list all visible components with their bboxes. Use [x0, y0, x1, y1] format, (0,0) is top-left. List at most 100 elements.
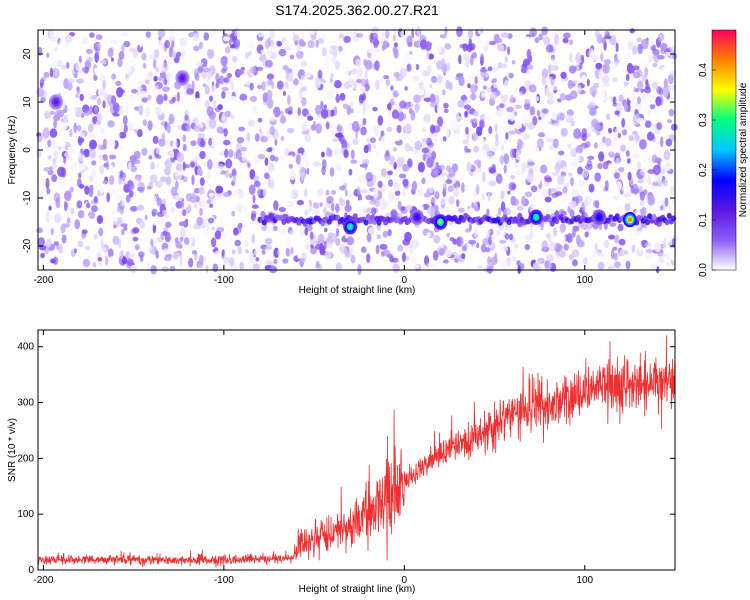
spectrogram-cell: [544, 196, 552, 203]
spectrogram-cell: [405, 255, 410, 261]
spectrogram-cell: [529, 250, 534, 256]
spectrogram-cell: [99, 73, 106, 82]
spectrogram-cell: [182, 209, 187, 217]
spectrogram-cell: [379, 243, 388, 250]
spectrogram-cell: [586, 222, 592, 231]
spectrogram-cell: [202, 67, 211, 73]
spectrogram-cell: [97, 113, 103, 121]
spectrogram-cell: [253, 248, 262, 257]
spectrogram-cell: [58, 39, 64, 50]
spectrogram-cell: [396, 124, 402, 134]
spectrogram-cell: [301, 122, 308, 131]
spectrogram-cell: [639, 191, 645, 201]
spectrogram-cell: [537, 225, 542, 234]
spectrogram-cell: [446, 159, 453, 167]
spectrogram-cell: [500, 190, 505, 200]
spectrogram-cell: [375, 150, 381, 157]
spectrogram-cell: [165, 163, 171, 175]
spectrogram-cell: [510, 210, 519, 218]
spectrogram-cell: [199, 122, 204, 129]
spectrogram-cell: [150, 161, 155, 170]
spectrogram-cell: [388, 191, 395, 201]
spectrogram-y-tick-label: 10: [22, 96, 33, 108]
spectrogram-cell: [62, 122, 68, 130]
spectrogram-cell: [63, 200, 67, 211]
spectrogram-cell: [120, 223, 128, 228]
spectrogram-band-cell: [370, 214, 376, 221]
spectrogram-cell: [247, 259, 254, 270]
spectrogram-cell: [603, 239, 610, 249]
spectrogram-cell: [355, 58, 361, 67]
spectrogram-cell: [125, 194, 131, 203]
spectrogram-cell: [194, 97, 202, 108]
spectrogram-cell: [448, 195, 455, 205]
spectrogram-cell: [192, 32, 198, 42]
spectrogram-cell: [235, 149, 242, 161]
snr-x-tick-label: -200: [33, 575, 53, 586]
spectrogram-cell: [533, 174, 541, 186]
spectrogram-cell: [209, 148, 214, 156]
spectrogram-cell: [552, 85, 558, 91]
spectrogram-cell: [565, 94, 573, 101]
spectrogram-cell: [455, 199, 460, 208]
spectrogram-cell: [123, 40, 131, 48]
spectrogram-cell: [339, 243, 346, 254]
spectrogram-y-tick-label: -20: [22, 238, 33, 253]
spectrogram-cell: [295, 154, 301, 165]
spectrogram-cell: [125, 251, 131, 260]
spectrogram-cell: [156, 94, 164, 105]
spectrogram-band-cell: [666, 212, 672, 219]
spectrogram-cell: [157, 114, 164, 121]
spectrogram-cell: [260, 120, 265, 127]
spectrogram-cell: [64, 191, 72, 196]
spectrogram-cell: [581, 30, 586, 35]
spectrogram-cell: [257, 32, 264, 38]
spectrogram-cell: [439, 197, 447, 205]
spectrogram-cell: [46, 238, 52, 248]
spectrogram-cell: [637, 96, 641, 105]
spectrogram-cell: [148, 53, 156, 60]
spectrogram-cell: [93, 195, 98, 203]
spectrogram-cell: [508, 182, 517, 191]
spectrogram-cell: [67, 146, 74, 156]
spectrogram-cell: [196, 216, 203, 226]
spectrogram-cell: [646, 39, 654, 48]
spectrogram-cell: [228, 149, 234, 158]
spectrogram-cell: [404, 86, 408, 91]
spectrogram-cell: [432, 134, 438, 143]
spectrogram-cell: [444, 249, 452, 258]
spectrogram-cell: [462, 139, 470, 145]
spectrogram-cell: [358, 94, 365, 104]
spectrogram-cell: [641, 74, 648, 82]
spectrogram-cell: [427, 167, 432, 174]
spectrogram-band-cell: [261, 219, 267, 226]
colorbar-tick-label: 0.1: [698, 213, 709, 227]
spectrogram-cell: [145, 31, 151, 38]
spectrogram-cell: [669, 71, 677, 78]
spectrogram-cell: [413, 64, 417, 70]
spectrogram-cell: [119, 249, 124, 260]
spectrogram-cell: [267, 176, 272, 188]
spectrogram-cell: [487, 256, 492, 266]
spectrogram-cell: [406, 204, 413, 212]
spectrogram-cell: [66, 61, 70, 69]
spectrogram-cell: [443, 102, 449, 109]
spectrogram-cell: [652, 62, 658, 68]
spectrogram-cell: [503, 182, 510, 192]
spectrogram-cell: [126, 77, 131, 85]
spectrogram-cell: [614, 61, 618, 67]
spectrogram-cell: [542, 251, 547, 260]
spectrogram-cell: [534, 37, 540, 44]
spectrogram-cell: [329, 167, 335, 177]
spectrogram-cell: [118, 51, 125, 60]
spectrogram-cell: [644, 252, 652, 259]
spectrogram-cell: [284, 81, 289, 89]
spectrogram-cell: [70, 207, 75, 215]
spectrogram-cell: [609, 222, 617, 227]
spectrogram-cell: [183, 237, 190, 245]
spectrogram-cell: [288, 230, 297, 236]
spectrogram-cell: [402, 238, 411, 246]
spectrogram-cell: [158, 76, 165, 82]
spectrogram-cell: [439, 34, 447, 39]
